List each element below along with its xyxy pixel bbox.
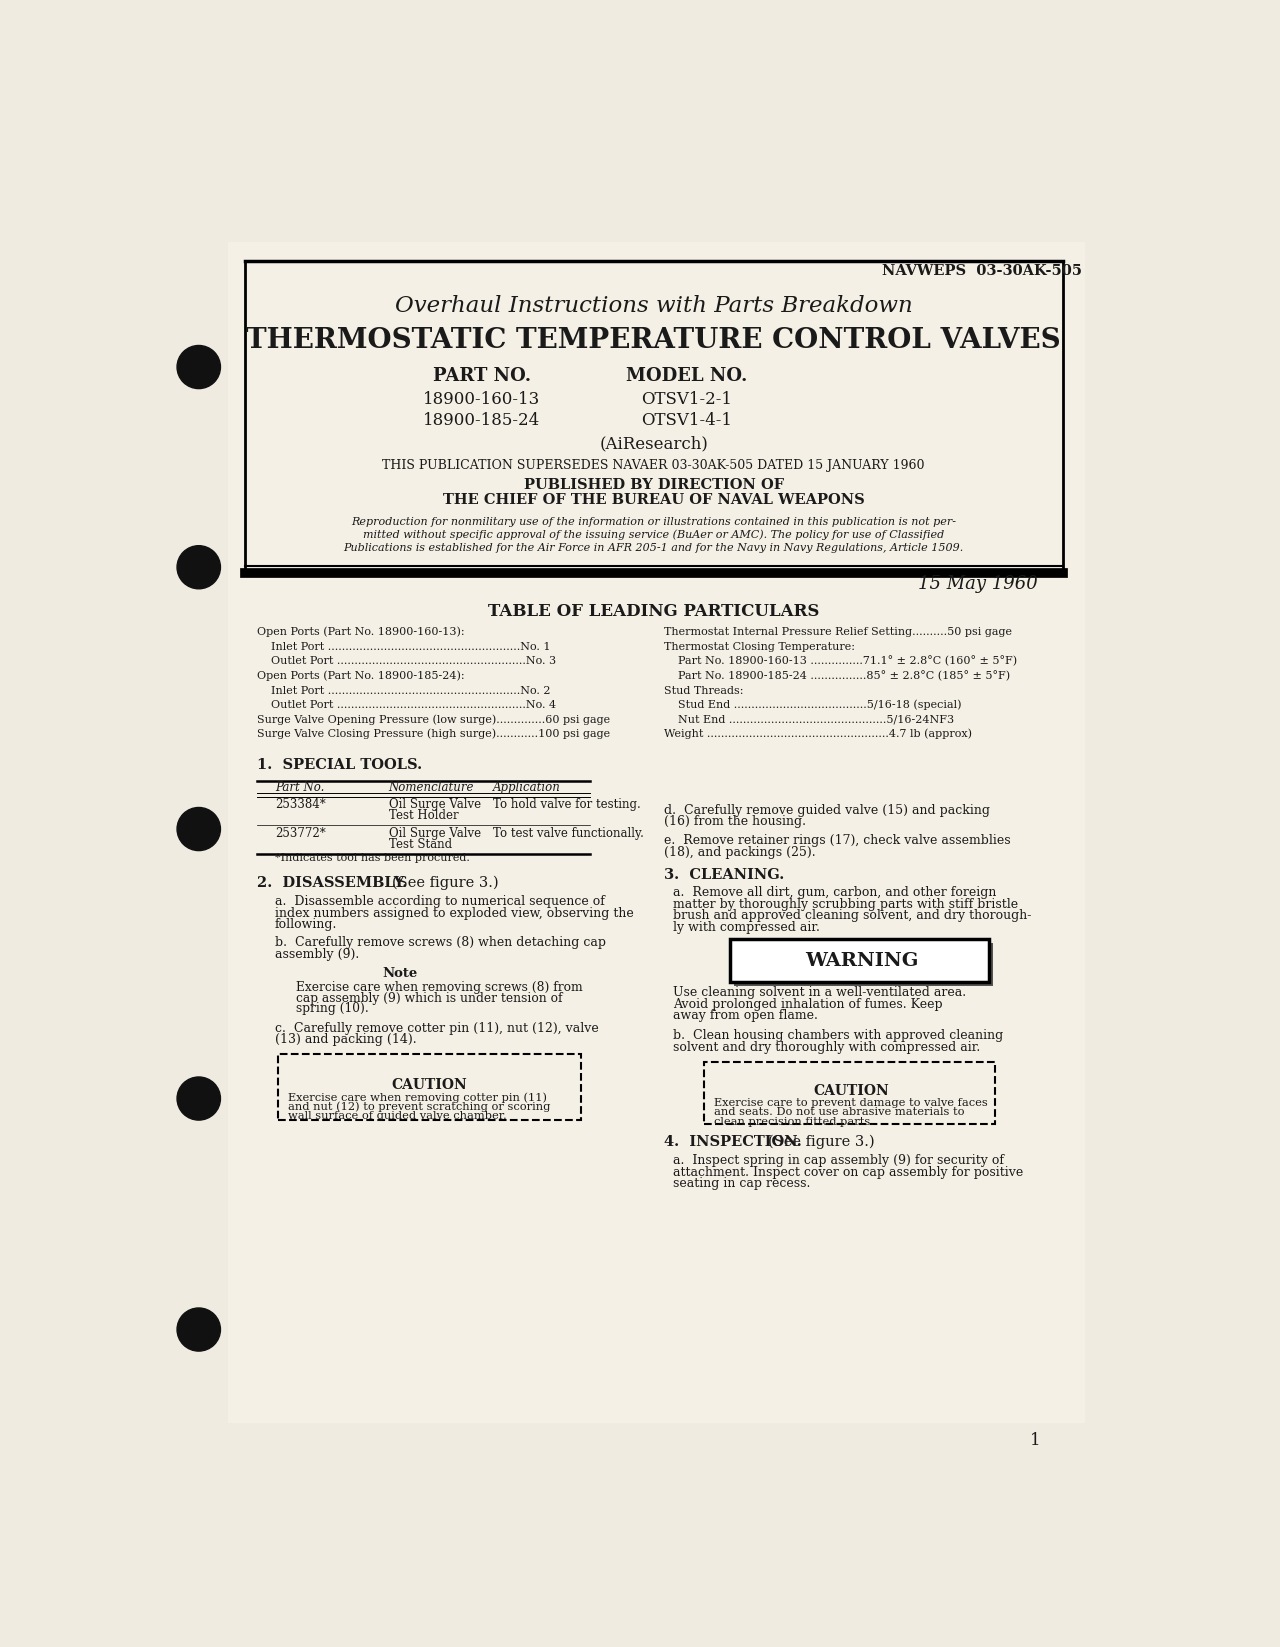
- Text: e.  Remove retainer rings (17), check valve assemblies: e. Remove retainer rings (17), check val…: [664, 835, 1010, 848]
- Circle shape: [177, 807, 220, 850]
- Text: Outlet Port ......................................................No. 3: Outlet Port ............................…: [257, 656, 556, 667]
- Text: Surge Valve Closing Pressure (high surge)............100 psi gage: Surge Valve Closing Pressure (high surge…: [257, 730, 611, 740]
- Text: Overhaul Instructions with Parts Breakdown: Overhaul Instructions with Parts Breakdo…: [394, 295, 913, 316]
- Text: 15 May 1960: 15 May 1960: [918, 575, 1038, 593]
- Text: OTSV1-2-1: OTSV1-2-1: [641, 390, 732, 408]
- Text: Inlet Port .......................................................No. 2: Inlet Port .............................…: [257, 685, 550, 695]
- Text: THIS PUBLICATION SUPERSEDES NAVAER 03-30AK-505 DATED 15 JANUARY 1960: THIS PUBLICATION SUPERSEDES NAVAER 03-30…: [383, 460, 925, 473]
- Text: seating in cap recess.: seating in cap recess.: [673, 1178, 810, 1191]
- Text: a.  Remove all dirt, gum, carbon, and other foreign: a. Remove all dirt, gum, carbon, and oth…: [673, 886, 996, 899]
- Text: Surge Valve Opening Pressure (low surge)..............60 psi gage: Surge Valve Opening Pressure (low surge)…: [257, 715, 611, 725]
- Circle shape: [177, 545, 220, 588]
- Text: Part No. 18900-160-13 ...............71.1° ± 2.8°C (160° ± 5°F): Part No. 18900-160-13 ...............71.…: [664, 656, 1016, 667]
- Text: matter by thoroughly scrubbing parts with stiff bristle: matter by thoroughly scrubbing parts wit…: [673, 898, 1018, 911]
- Text: Exercise care when removing screws (8) from: Exercise care when removing screws (8) f…: [296, 980, 582, 993]
- Text: Application: Application: [493, 781, 561, 794]
- Text: wall surface of guided valve chamber.: wall surface of guided valve chamber.: [288, 1112, 507, 1122]
- Text: Test Holder: Test Holder: [389, 809, 458, 822]
- FancyBboxPatch shape: [704, 1062, 996, 1123]
- Text: assembly (9).: assembly (9).: [275, 947, 358, 960]
- Text: ly with compressed air.: ly with compressed air.: [673, 921, 820, 934]
- Text: Part No.: Part No.: [275, 781, 324, 794]
- Text: brush and approved cleaning solvent, and dry thorough-: brush and approved cleaning solvent, and…: [673, 909, 1032, 922]
- Text: 18900-160-13: 18900-160-13: [422, 390, 540, 408]
- Text: Nomenclature: Nomenclature: [389, 781, 474, 794]
- Text: 1.  SPECIAL TOOLS.: 1. SPECIAL TOOLS.: [257, 758, 422, 772]
- Text: To hold valve for testing.: To hold valve for testing.: [493, 799, 641, 812]
- Text: PUBLISHED BY DIRECTION OF: PUBLISHED BY DIRECTION OF: [524, 478, 783, 492]
- Text: Open Ports (Part No. 18900-160-13):: Open Ports (Part No. 18900-160-13):: [257, 626, 465, 637]
- Text: solvent and dry thoroughly with compressed air.: solvent and dry thoroughly with compress…: [673, 1041, 980, 1054]
- Text: 3.  CLEANING.: 3. CLEANING.: [664, 868, 783, 883]
- Text: THE CHIEF OF THE BUREAU OF NAVAL WEAPONS: THE CHIEF OF THE BUREAU OF NAVAL WEAPONS: [443, 492, 864, 507]
- Text: 4.  INSPECTION.: 4. INSPECTION.: [664, 1135, 801, 1150]
- Text: WARNING: WARNING: [805, 952, 918, 970]
- Text: Oil Surge Valve: Oil Surge Valve: [389, 799, 481, 812]
- Text: Stud End ......................................5/16-18 (special): Stud End ...............................…: [664, 700, 961, 710]
- Text: (18), and packings (25).: (18), and packings (25).: [664, 847, 815, 860]
- FancyBboxPatch shape: [735, 944, 993, 987]
- Text: c.  Carefully remove cotter pin (11), nut (12), valve: c. Carefully remove cotter pin (11), nut…: [275, 1021, 599, 1034]
- Text: 18900-185-24: 18900-185-24: [422, 412, 540, 428]
- Text: Open Ports (Part No. 18900-185-24):: Open Ports (Part No. 18900-185-24):: [257, 670, 465, 680]
- Circle shape: [177, 1077, 220, 1120]
- Text: attachment. Inspect cover on cap assembly for positive: attachment. Inspect cover on cap assembl…: [673, 1166, 1023, 1179]
- Text: clean precision fitted parts.: clean precision fitted parts.: [714, 1117, 874, 1127]
- Text: 2.  DISASSEMBLY.: 2. DISASSEMBLY.: [257, 876, 407, 889]
- Circle shape: [177, 346, 220, 389]
- Text: Thermostat Internal Pressure Relief Setting..........50 psi gage: Thermostat Internal Pressure Relief Sett…: [664, 628, 1011, 637]
- Text: Nut End .............................................5/16-24NF3: Nut End ................................…: [664, 715, 954, 725]
- Text: d.  Carefully remove guided valve (15) and packing: d. Carefully remove guided valve (15) an…: [664, 804, 989, 817]
- Text: and nut (12) to prevent scratching or scoring: and nut (12) to prevent scratching or sc…: [288, 1102, 550, 1112]
- Text: Exercise care when removing cotter pin (11): Exercise care when removing cotter pin (…: [288, 1092, 547, 1103]
- Text: (13) and packing (14).: (13) and packing (14).: [275, 1033, 416, 1046]
- FancyBboxPatch shape: [278, 1054, 581, 1120]
- Text: Inlet Port .......................................................No. 1: Inlet Port .............................…: [257, 642, 550, 652]
- Text: (See figure 3.): (See figure 3.): [768, 1135, 876, 1150]
- Text: following.: following.: [275, 919, 337, 931]
- Text: To test valve functionally.: To test valve functionally.: [493, 827, 644, 840]
- Text: Avoid prolonged inhalation of fumes. Keep: Avoid prolonged inhalation of fumes. Kee…: [673, 998, 942, 1011]
- Text: Part No. 18900-185-24 ................85° ± 2.8°C (185° ± 5°F): Part No. 18900-185-24 ................85…: [664, 670, 1010, 680]
- Text: a.  Inspect spring in cap assembly (9) for security of: a. Inspect spring in cap assembly (9) fo…: [673, 1155, 1004, 1168]
- Text: Use cleaning solvent in a well-ventilated area.: Use cleaning solvent in a well-ventilate…: [673, 987, 966, 1000]
- Text: PART NO.: PART NO.: [433, 367, 531, 385]
- Text: and seats. Do not use abrasive materials to: and seats. Do not use abrasive materials…: [714, 1107, 965, 1117]
- Text: MODEL NO.: MODEL NO.: [626, 367, 748, 385]
- FancyBboxPatch shape: [731, 939, 989, 982]
- Text: Test Stand: Test Stand: [389, 838, 452, 850]
- Text: Oil Surge Valve: Oil Surge Valve: [389, 827, 481, 840]
- Text: away from open flame.: away from open flame.: [673, 1010, 818, 1023]
- Text: Outlet Port ......................................................No. 4: Outlet Port ............................…: [257, 700, 556, 710]
- Text: CAUTION: CAUTION: [392, 1079, 467, 1092]
- Text: 253772*: 253772*: [275, 827, 325, 840]
- Text: OTSV1-4-1: OTSV1-4-1: [641, 412, 732, 428]
- Text: b.  Carefully remove screws (8) when detaching cap: b. Carefully remove screws (8) when deta…: [275, 935, 605, 949]
- Text: *Indicates tool has been procured.: *Indicates tool has been procured.: [275, 853, 470, 863]
- Text: (AiResearch): (AiResearch): [599, 435, 708, 451]
- Text: THERMOSTATIC TEMPERATURE CONTROL VALVES: THERMOSTATIC TEMPERATURE CONTROL VALVES: [246, 326, 1061, 354]
- Text: 253384*: 253384*: [275, 799, 325, 812]
- Text: Publications is established for the Air Force in AFR 205-1 and for the Navy in N: Publications is established for the Air …: [343, 544, 964, 553]
- Text: Thermostat Closing Temperature:: Thermostat Closing Temperature:: [664, 642, 855, 652]
- Text: (16) from the housing.: (16) from the housing.: [664, 815, 805, 828]
- Text: NAVWEPS  03-30AK-505: NAVWEPS 03-30AK-505: [882, 264, 1082, 278]
- Bar: [228, 242, 1084, 1423]
- Text: a.  Disassemble according to numerical sequence of: a. Disassemble according to numerical se…: [275, 896, 604, 907]
- Text: CAUTION: CAUTION: [813, 1084, 890, 1097]
- Text: 1: 1: [1030, 1431, 1041, 1449]
- Text: Weight ....................................................4.7 lb (approx): Weight .................................…: [664, 730, 972, 740]
- Text: index numbers assigned to exploded view, observing the: index numbers assigned to exploded view,…: [275, 907, 634, 919]
- Text: Reproduction for nonmilitary use of the information or illustrations contained i: Reproduction for nonmilitary use of the …: [351, 517, 956, 527]
- Text: cap assembly (9) which is under tension of: cap assembly (9) which is under tension …: [296, 991, 562, 1005]
- Text: spring (10).: spring (10).: [296, 1003, 369, 1015]
- Text: Note: Note: [383, 967, 417, 980]
- Circle shape: [177, 1308, 220, 1351]
- Text: Exercise care to prevent damage to valve faces: Exercise care to prevent damage to valve…: [714, 1099, 988, 1108]
- Text: b.  Clean housing chambers with approved cleaning: b. Clean housing chambers with approved …: [673, 1029, 1004, 1043]
- Text: (See figure 3.): (See figure 3.): [393, 876, 499, 889]
- Text: TABLE OF LEADING PARTICULARS: TABLE OF LEADING PARTICULARS: [488, 603, 819, 619]
- Text: mitted without specific approval of the issuing service (BuAer or AMC). The poli: mitted without specific approval of the …: [364, 529, 945, 540]
- Text: Stud Threads:: Stud Threads:: [664, 685, 744, 695]
